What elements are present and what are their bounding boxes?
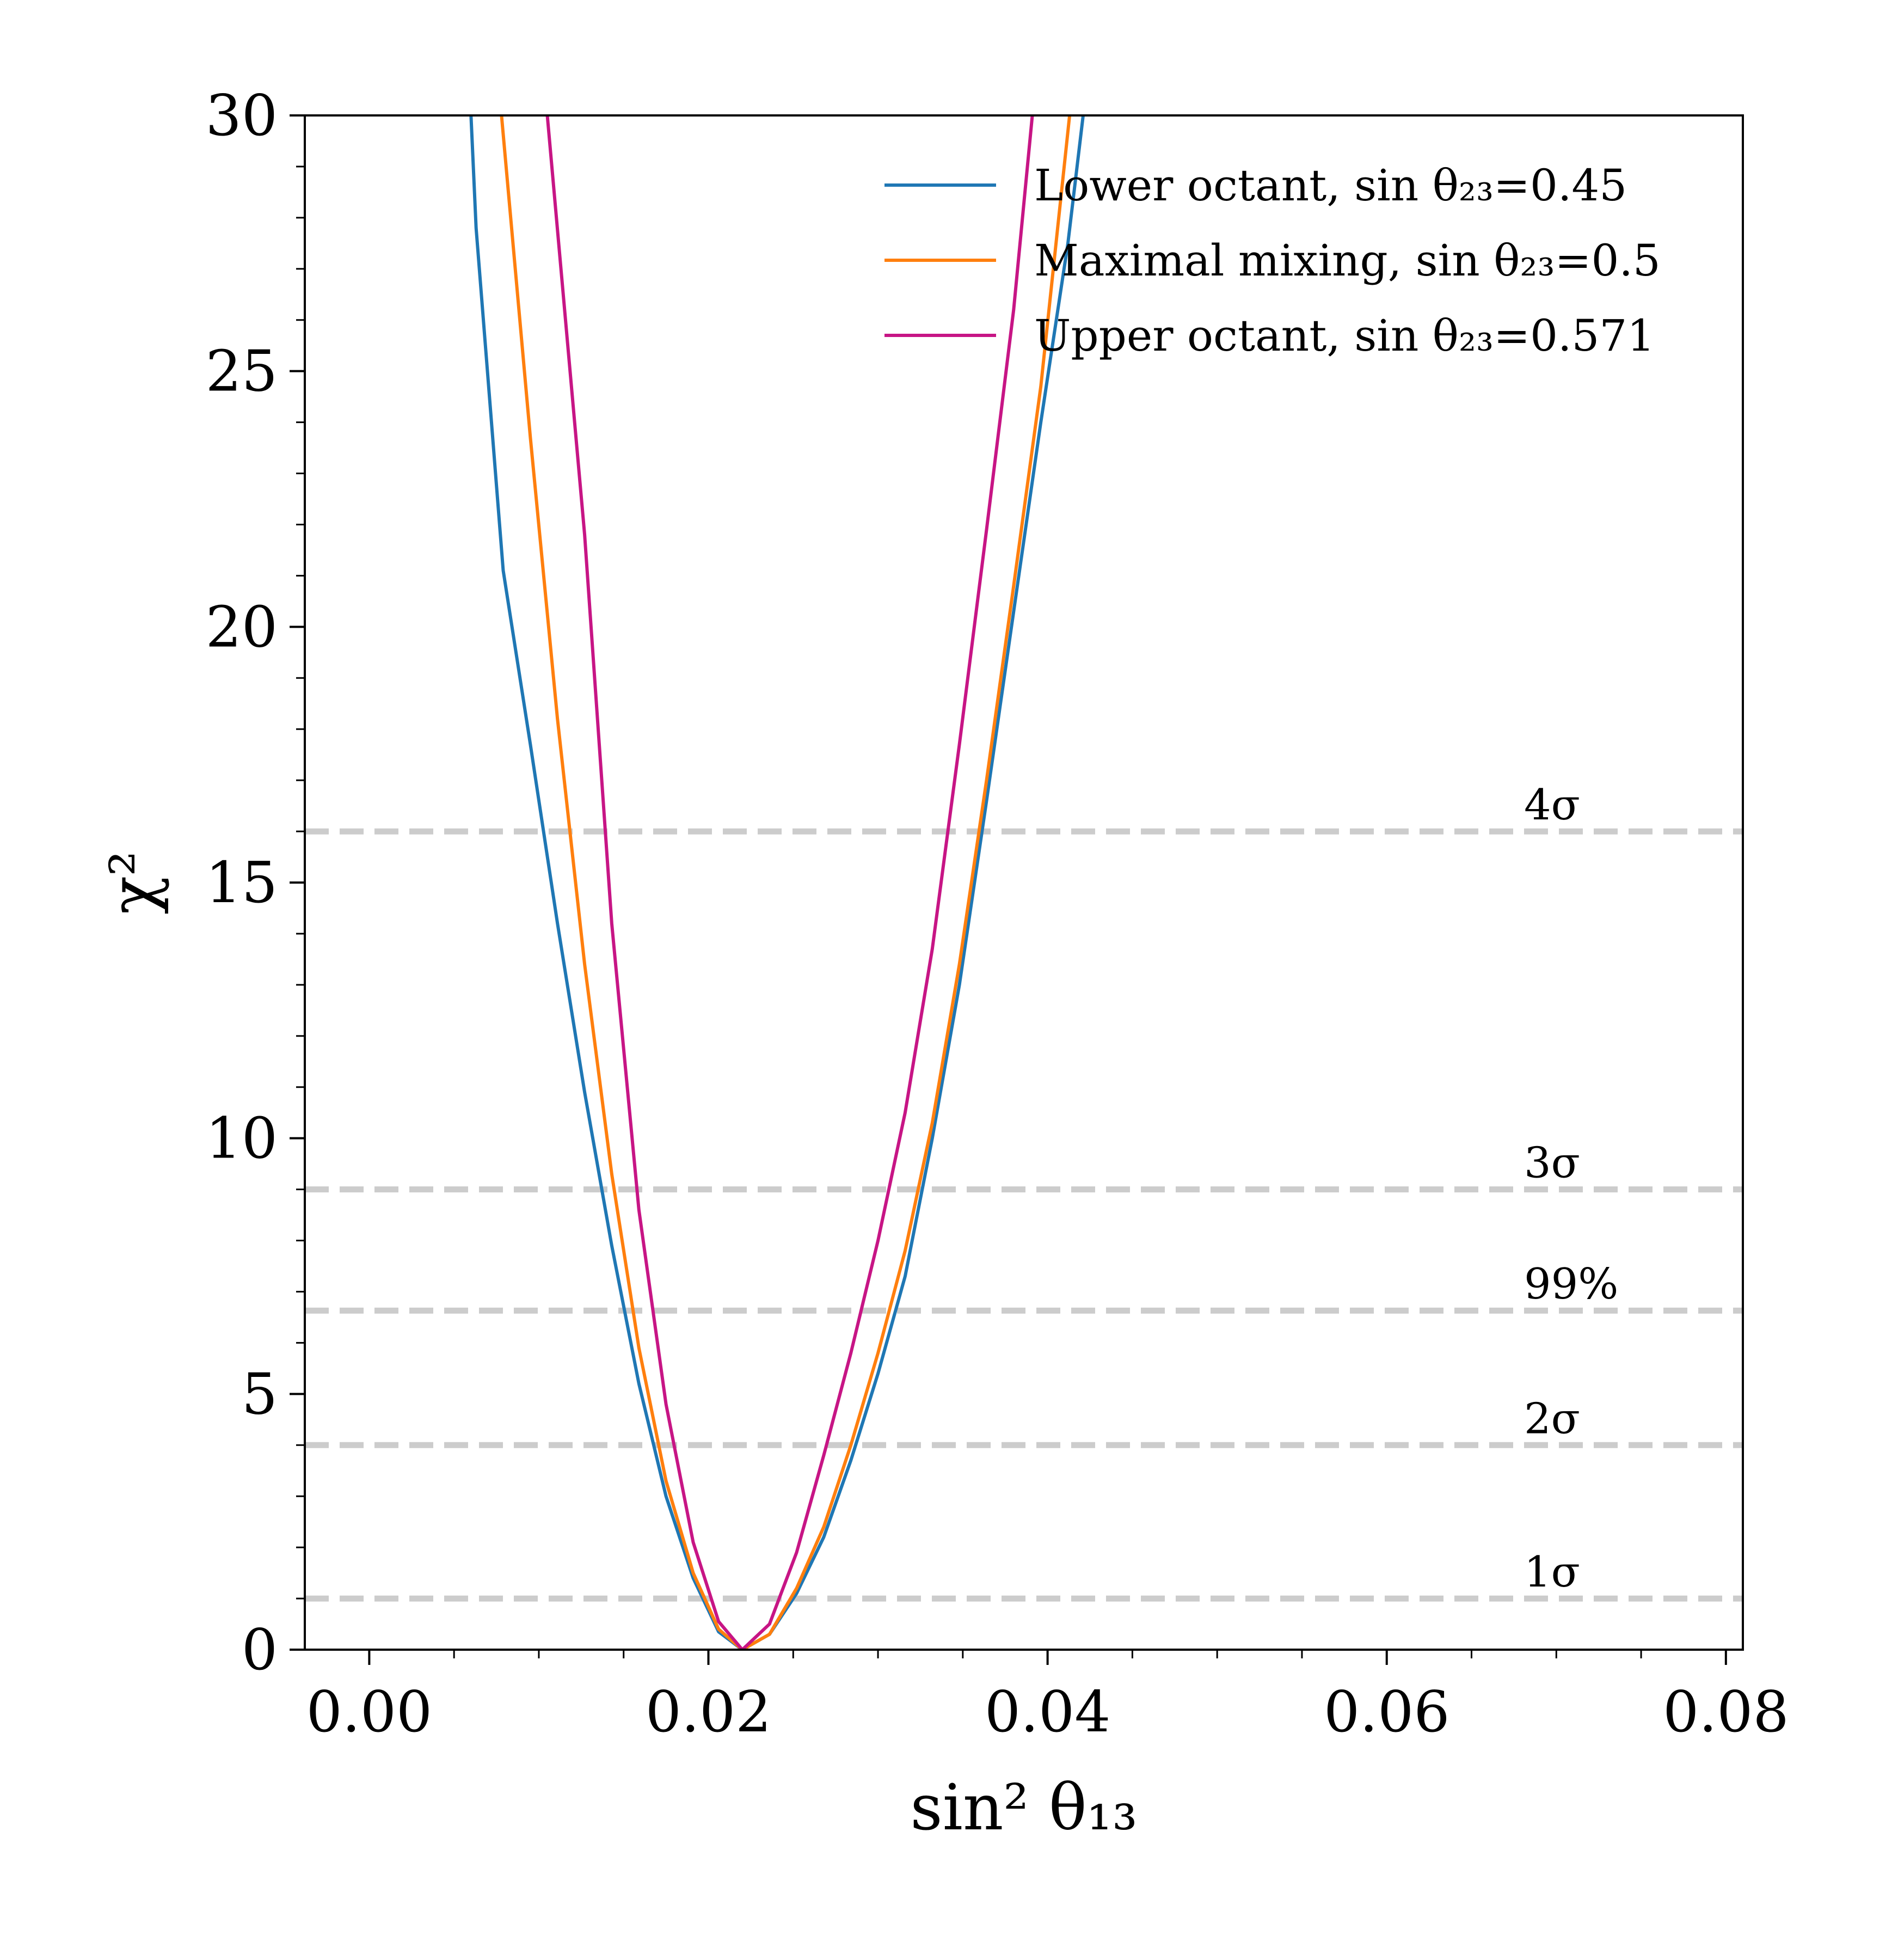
- legend-label: Lower octant, sin θ₂₃=0.45: [1034, 160, 1627, 211]
- y-tick-label: 25: [206, 338, 278, 405]
- reference-line-label: 3σ: [1524, 1139, 1580, 1188]
- y-axis-ticks: 0 5 10 15 20 25 30: [206, 82, 305, 1683]
- legend-label: Maximal mixing, sin θ₂₃=0.5: [1034, 235, 1661, 286]
- reference-line-label: 2σ: [1524, 1394, 1580, 1443]
- reference-lines: [305, 828, 1743, 1602]
- x-tick-label: 0.08: [1663, 1679, 1789, 1745]
- y-tick-label: 10: [206, 1105, 278, 1172]
- reference-line-label: 1σ: [1524, 1548, 1580, 1597]
- x-tick-label: 0.06: [1324, 1679, 1450, 1745]
- reference-line-labels: 4σ 3σ 99% 2σ 1σ: [1524, 781, 1618, 1597]
- y-tick-label: 0: [242, 1616, 278, 1683]
- reference-line-label: 99%: [1524, 1260, 1618, 1309]
- x-tick-label: 0.00: [306, 1679, 433, 1745]
- y-tick-label: 30: [206, 82, 278, 149]
- series-line: [469, 115, 1085, 1650]
- x-tick-label: 0.02: [646, 1679, 772, 1745]
- series-line: [545, 115, 1034, 1650]
- y-tick-label: 5: [242, 1361, 278, 1427]
- series-line: [500, 115, 1072, 1650]
- legend: Lower octant, sin θ₂₃=0.45 Maximal mixing…: [884, 160, 1661, 361]
- legend-label: Upper octant, sin θ₂₃=0.571: [1034, 310, 1655, 361]
- series-layer: [469, 115, 1085, 1650]
- y-tick-label: 20: [206, 593, 278, 660]
- x-axis-title: sin² θ₁₃: [910, 1771, 1138, 1845]
- x-axis-ticks: 0.00 0.02 0.04 0.06 0.08: [306, 1650, 1789, 1745]
- reference-line-label: 4σ: [1524, 781, 1580, 830]
- x-tick-label: 0.04: [985, 1679, 1111, 1745]
- y-tick-label: 15: [206, 849, 278, 916]
- y-axis-title: χ²: [97, 851, 170, 915]
